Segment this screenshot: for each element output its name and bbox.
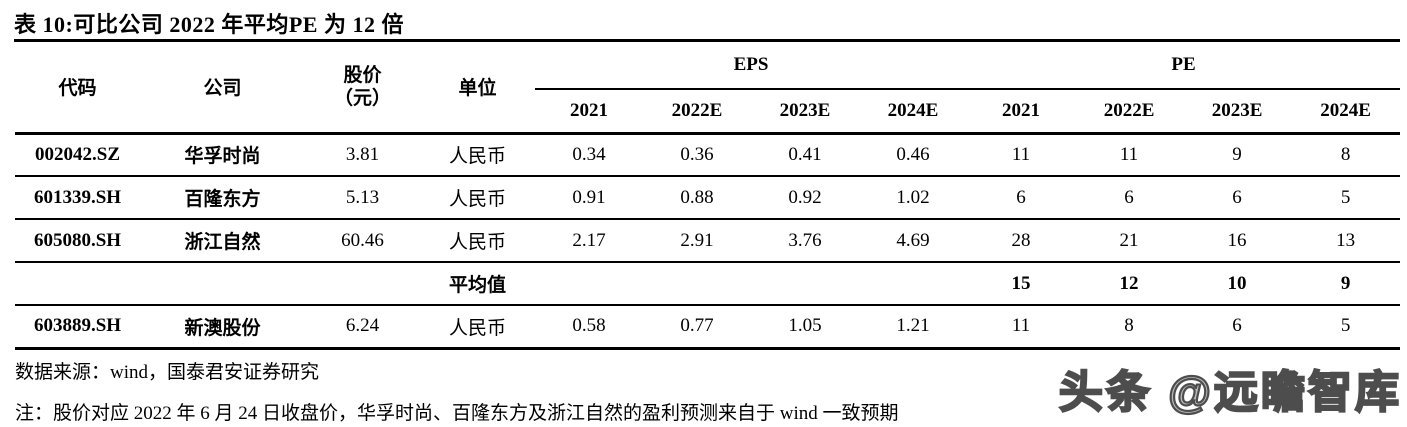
col-group-eps: EPS <box>535 42 968 90</box>
cell-eps-2024e: 1.21 <box>859 305 968 350</box>
cell-unit: 人民币 <box>420 133 535 177</box>
cell-price-empty <box>305 262 420 306</box>
table-row: 002042.SZ 华孚时尚 3.81 人民币 0.34 0.36 0.41 0… <box>15 133 1401 177</box>
cell-pe-2024e: 5 <box>1291 305 1401 350</box>
col-header-pe-2024e: 2024E <box>1291 89 1401 135</box>
cell-eps-2022e: 0.36 <box>643 133 751 177</box>
watermark: 头条 @远瞻智库 <box>1058 367 1402 418</box>
col-group-pe: PE <box>967 42 1401 90</box>
cell-eps-2021-empty <box>535 262 643 306</box>
cell-unit: 人民币 <box>420 219 535 263</box>
cell-pe-2022e: 21 <box>1075 219 1184 263</box>
cell-code-empty <box>15 262 140 306</box>
cell-pe-2021: 6 <box>967 176 1076 220</box>
cell-eps-2024e-empty <box>859 262 968 306</box>
cell-eps-2022e: 0.88 <box>643 176 751 220</box>
cell-pe-2024e: 13 <box>1291 219 1401 263</box>
cell-pe-2024e: 5 <box>1291 176 1401 220</box>
col-header-unit: 单位 <box>420 42 535 135</box>
cell-price: 60.46 <box>305 219 420 263</box>
col-header-eps-2024e: 2024E <box>859 89 968 135</box>
table-title: 表 10:可比公司 2022 年平均PE 为 12 倍 <box>14 12 404 37</box>
cell-code: 603889.SH <box>15 305 140 350</box>
cell-company-empty <box>140 262 305 306</box>
cell-pe-2021: 11 <box>967 305 1076 350</box>
footnote: 注：股价对应 2022 年 6 月 24 日收盘价，华孚时尚、百隆东方及浙江自然… <box>15 403 899 424</box>
average-label: 平均值 <box>420 262 535 306</box>
cell-pe-2024e: 8 <box>1291 133 1401 177</box>
col-header-pe-2023e: 2023E <box>1183 89 1292 135</box>
cell-avg-pe-2021: 15 <box>967 262 1076 306</box>
average-row: 平均值 15 12 10 9 <box>15 262 1401 306</box>
cell-pe-2021: 11 <box>967 133 1076 177</box>
cell-pe-2023e: 6 <box>1183 305 1292 350</box>
cell-price: 3.81 <box>305 133 420 177</box>
title-divider <box>14 39 1400 42</box>
col-header-price: 股价 （元） <box>305 42 420 135</box>
cell-eps-2023e: 0.41 <box>751 133 859 177</box>
table-row: 601339.SH 百隆东方 5.13 人民币 0.91 0.88 0.92 1… <box>15 176 1401 220</box>
comparable-companies-table: 代码 公司 股价 （元） 单位 EPS PE 2021 2022E 2023E … <box>15 42 1401 350</box>
cell-pe-2023e: 9 <box>1183 133 1292 177</box>
cell-eps-2021: 0.58 <box>535 305 643 350</box>
col-header-eps-2022e: 2022E <box>643 89 751 135</box>
cell-avg-pe-2024e: 9 <box>1291 262 1401 306</box>
data-source-line: 数据来源：wind，国泰君安证券研究 <box>15 362 320 383</box>
cell-code: 601339.SH <box>15 176 140 220</box>
cell-company: 新澳股份 <box>140 305 305 350</box>
cell-avg-pe-2022e: 12 <box>1075 262 1184 306</box>
cell-pe-2022e: 8 <box>1075 305 1184 350</box>
cell-company: 百隆东方 <box>140 176 305 220</box>
col-header-code: 代码 <box>15 42 140 135</box>
col-header-eps-2023e: 2023E <box>751 89 859 135</box>
cell-eps-2022e-empty <box>643 262 751 306</box>
cell-unit: 人民币 <box>420 176 535 220</box>
cell-pe-2022e: 11 <box>1075 133 1184 177</box>
cell-eps-2024e: 4.69 <box>859 219 968 263</box>
cell-company: 浙江自然 <box>140 219 305 263</box>
cell-eps-2023e: 3.76 <box>751 219 859 263</box>
price-header-line2: （元） <box>333 87 391 109</box>
table-row: 605080.SH 浙江自然 60.46 人民币 2.17 2.91 3.76 … <box>15 219 1401 263</box>
cell-eps-2022e: 2.91 <box>643 219 751 263</box>
cell-pe-2023e: 16 <box>1183 219 1292 263</box>
cell-eps-2023e: 1.05 <box>751 305 859 350</box>
header-year-row: 2021 2022E 2023E 2024E 2021 2022E 2023E … <box>15 89 1401 135</box>
header-group-row: 代码 公司 股价 （元） 单位 EPS PE <box>15 42 1401 135</box>
cell-eps-2024e: 1.02 <box>859 176 968 220</box>
cell-avg-pe-2023e: 10 <box>1183 262 1292 306</box>
col-header-company: 公司 <box>140 42 305 135</box>
col-header-pe-2022e: 2022E <box>1075 89 1184 135</box>
col-header-pe-2021: 2021 <box>967 89 1076 135</box>
cell-eps-2023e: 0.92 <box>751 176 859 220</box>
cell-eps-2021: 0.91 <box>535 176 643 220</box>
col-header-eps-2021: 2021 <box>535 89 643 135</box>
cell-pe-2021: 28 <box>967 219 1076 263</box>
cell-price: 6.24 <box>305 305 420 350</box>
cell-eps-2023e-empty <box>751 262 859 306</box>
cell-code: 605080.SH <box>15 219 140 263</box>
cell-company: 华孚时尚 <box>140 133 305 177</box>
cell-code: 002042.SZ <box>15 133 140 177</box>
cell-eps-2022e: 0.77 <box>643 305 751 350</box>
cell-unit: 人民币 <box>420 305 535 350</box>
cell-price: 5.13 <box>305 176 420 220</box>
cell-eps-2021: 2.17 <box>535 219 643 263</box>
cell-eps-2021: 0.34 <box>535 133 643 177</box>
cell-pe-2022e: 6 <box>1075 176 1184 220</box>
subject-company-row: 603889.SH 新澳股份 6.24 人民币 0.58 0.77 1.05 1… <box>15 305 1401 350</box>
cell-pe-2023e: 6 <box>1183 176 1292 220</box>
cell-eps-2024e: 0.46 <box>859 133 968 177</box>
price-header-line1: 股价 <box>343 64 382 86</box>
